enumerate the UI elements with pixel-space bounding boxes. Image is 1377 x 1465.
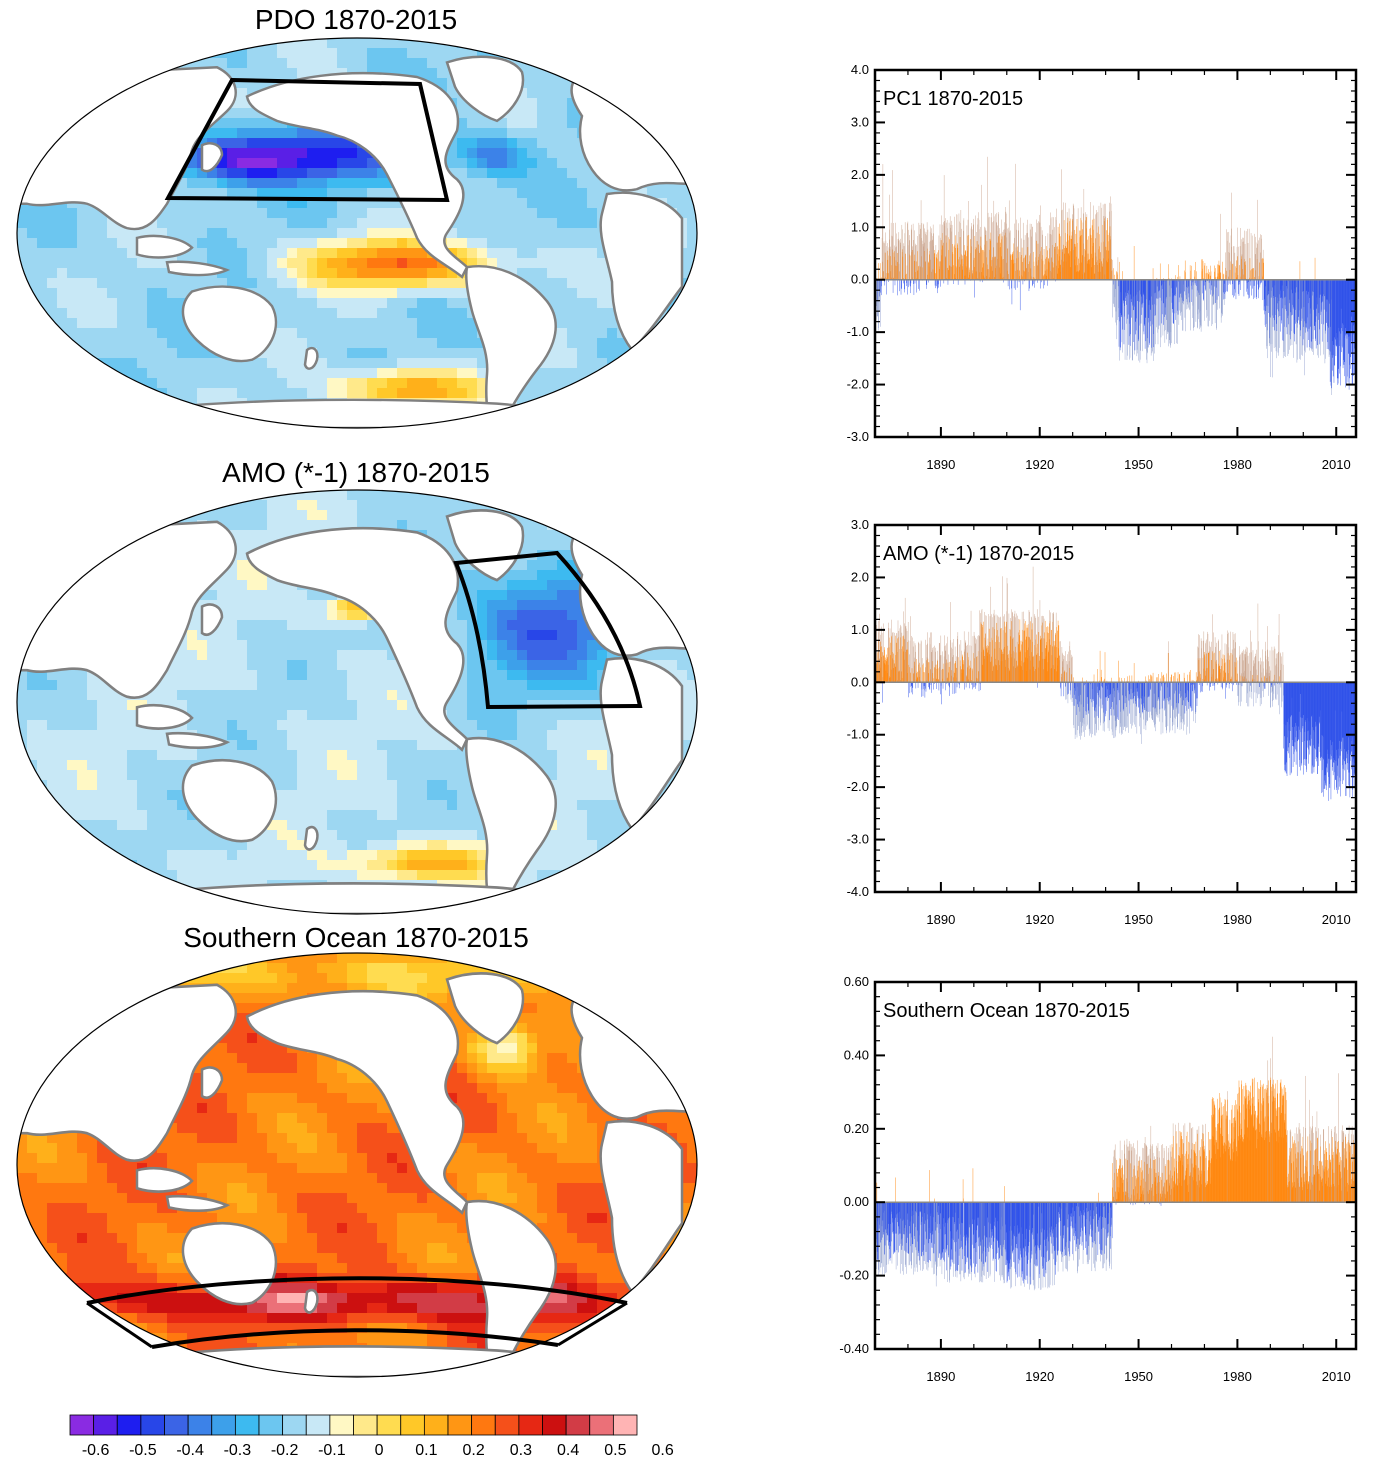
colorbar-swatch xyxy=(589,1414,614,1436)
map-panel-amo xyxy=(16,489,698,915)
x-tick-label: 1920 xyxy=(1025,912,1054,927)
y-tick-label: -4.0 xyxy=(847,884,869,899)
colorbar-swatch xyxy=(400,1414,425,1436)
colorbar-label: -0.6 xyxy=(82,1442,110,1459)
y-tick-label: 2.0 xyxy=(851,167,869,182)
x-tick-label: 1950 xyxy=(1124,912,1153,927)
colorbar-swatch xyxy=(423,1414,449,1436)
x-tick-label: 1890 xyxy=(926,912,955,927)
colorbar-label: 0.2 xyxy=(463,1442,485,1459)
pdo-region-box xyxy=(164,77,450,203)
colorbar: -0.6 -0.5 -0.4 -0.3 -0.2 -0.1 0 0.1 0.2 0.3 0.4 0.5… xyxy=(69,1414,674,1459)
x-tick-label: 1890 xyxy=(926,457,955,472)
time-series-pc1: 4.0 3.0 2.0 1.0 0.0 -1.0 -2.0 -3.0 1890 1920 1950 1… xyxy=(847,62,1358,472)
colorbar-label: 0.6 xyxy=(652,1442,674,1459)
y-tick-label: 0.0 xyxy=(851,674,869,689)
colorbar-label: -0.2 xyxy=(271,1442,299,1459)
colorbar-swatch xyxy=(93,1414,118,1436)
y-tick-label: -2.0 xyxy=(847,377,869,392)
colorbar-swatch xyxy=(187,1414,213,1436)
x-tick-label: 1950 xyxy=(1124,457,1153,472)
colorbar-label: 0 xyxy=(375,1442,384,1459)
y-tick-label: -3.0 xyxy=(847,429,869,444)
colorbar-label: 0.3 xyxy=(510,1442,532,1459)
panel-title: PC1 1870-2015 xyxy=(883,88,1023,110)
colorbar-swatch xyxy=(282,1414,307,1436)
colorbar-swatch xyxy=(164,1414,189,1436)
colorbar-swatch xyxy=(116,1414,142,1436)
colorbar-swatch xyxy=(447,1414,473,1436)
colorbar-swatch xyxy=(234,1414,260,1436)
map-panel-pdo xyxy=(16,37,698,429)
y-tick-label: 1.0 xyxy=(851,622,869,637)
southern-ocean-band-edge xyxy=(557,1301,628,1347)
y-tick-label: 4.0 xyxy=(851,62,869,77)
colorbar-label: -0.5 xyxy=(129,1442,157,1459)
y-tick-label: -3.0 xyxy=(847,832,869,847)
amo-region-box xyxy=(453,550,643,710)
map-title-southern-ocean: Southern Ocean 1870-2015 xyxy=(183,922,529,953)
colorbar-swatch xyxy=(565,1414,591,1436)
map-panel-southern-ocean xyxy=(16,952,698,1378)
colorbar-swatch xyxy=(140,1414,165,1436)
colorbar-swatch xyxy=(329,1414,354,1436)
monthly-bars xyxy=(875,566,1357,801)
colorbar-label: -0.1 xyxy=(318,1442,346,1459)
colorbar-swatch xyxy=(69,1414,95,1436)
colorbar-swatch xyxy=(612,1414,638,1436)
x-tick-label: 2010 xyxy=(1322,912,1351,927)
colorbar-swatch xyxy=(258,1414,284,1436)
colorbar-label: 0.5 xyxy=(604,1442,626,1459)
y-tick-label: 3.0 xyxy=(851,517,869,532)
map-border xyxy=(16,489,698,915)
southern-ocean-band-south xyxy=(151,1328,559,1349)
monthly-bars xyxy=(875,156,1357,395)
y-tick-label: -1.0 xyxy=(847,727,869,742)
plot-frame xyxy=(873,523,1358,894)
colorbar-label: 0.1 xyxy=(415,1442,437,1459)
colorbar-swatch xyxy=(542,1414,567,1436)
colorbar-swatch xyxy=(211,1414,236,1436)
x-tick-label: 2010 xyxy=(1322,457,1351,472)
y-tick-label: 1.0 xyxy=(851,219,869,234)
time-series-amo: 3.0 2.0 1.0 0.0 -1.0 -2.0 -3.0 -4.0 1890 1920 1950… xyxy=(847,517,1358,927)
plot-frame xyxy=(873,68,1358,439)
colorbar-label: -0.3 xyxy=(224,1442,252,1459)
colorbar-swatch xyxy=(305,1414,331,1436)
southern-ocean-band-edge xyxy=(86,1301,153,1349)
colorbar-swatch xyxy=(494,1414,520,1436)
map-title-amo: AMO (*-1) 1870-2015 xyxy=(222,457,490,488)
y-tick-label: 0.0 xyxy=(851,272,869,287)
x-tick-label: 1980 xyxy=(1223,912,1252,927)
x-tick-label: 1980 xyxy=(1223,457,1252,472)
x-tick-label: 1920 xyxy=(1025,457,1054,472)
y-tick-label: 2.0 xyxy=(851,569,869,584)
colorbar-swatch xyxy=(353,1414,378,1436)
map-title-pdo: PDO 1870-2015 xyxy=(254,4,458,35)
southern-ocean-band-north xyxy=(86,1276,628,1305)
colorbar-swatch xyxy=(518,1414,543,1436)
monthly-bars xyxy=(875,1036,1357,1291)
map-border xyxy=(16,952,698,1378)
colorbar-label: 0.4 xyxy=(557,1442,579,1459)
colorbar-swatch xyxy=(471,1414,496,1436)
y-tick-label: -1.0 xyxy=(847,324,869,339)
y-tick-label: 3.0 xyxy=(851,114,869,129)
map-border xyxy=(16,37,698,429)
y-tick-label: -2.0 xyxy=(847,779,869,794)
panel-title: AMO (*-1) 1870-2015 xyxy=(883,543,1074,565)
colorbar-label: -0.4 xyxy=(176,1442,204,1459)
colorbar-swatch xyxy=(376,1414,402,1436)
